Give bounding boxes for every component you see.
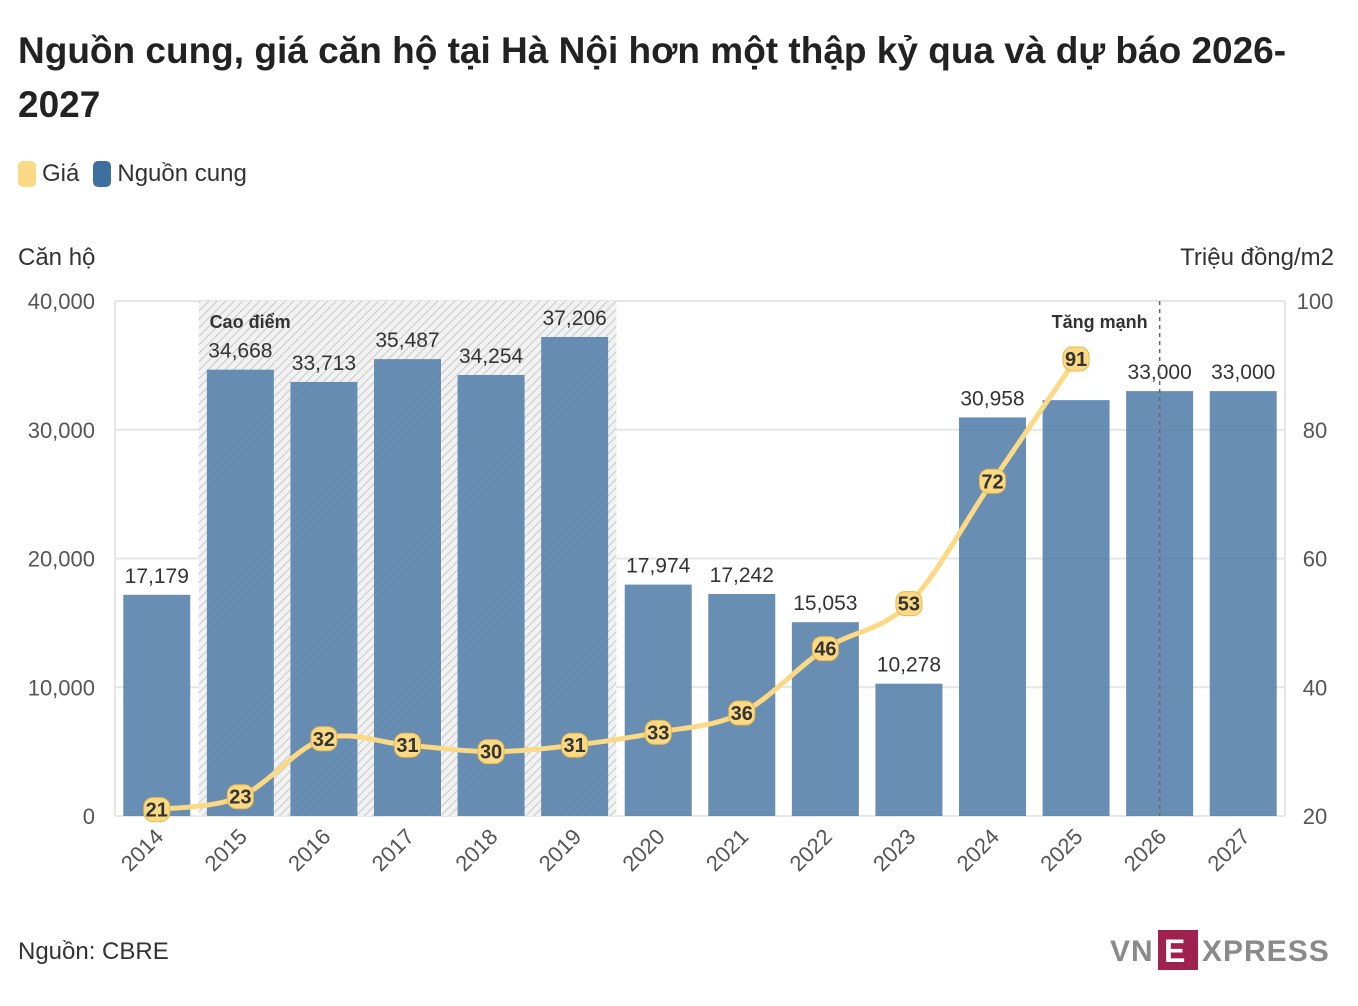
price-point[interactable] <box>979 468 1006 494</box>
x-tick-label: 2021 <box>701 824 753 876</box>
logo-e-box <box>1158 930 1198 970</box>
price-point-label: 53 <box>898 594 920 616</box>
x-tick-label: 2020 <box>617 824 669 876</box>
legend-item-price[interactable]: Giá <box>18 160 79 188</box>
logo-vn: VN <box>1110 935 1154 968</box>
source-note: Nguồn: CBRE <box>18 938 169 965</box>
left-tick-label: 30,000 <box>28 418 95 443</box>
x-tick-label: 2015 <box>200 824 252 876</box>
x-tick-label: 2022 <box>785 824 837 876</box>
price-point[interactable] <box>394 732 421 758</box>
price-point-label: 36 <box>731 703 753 725</box>
price-point[interactable] <box>728 700 756 726</box>
bar-2014[interactable] <box>123 594 191 816</box>
bar-2027[interactable] <box>1209 391 1277 816</box>
bar-2020[interactable] <box>624 584 692 816</box>
peak-band-label: Cao điểm <box>210 312 291 332</box>
price-point[interactable] <box>1062 346 1090 372</box>
x-tick-label: 2025 <box>1035 824 1087 876</box>
left-tick-label: 20,000 <box>28 547 95 572</box>
legend-label-supply: Nguồn cung <box>117 160 247 187</box>
right-tick-label: 40 <box>1303 675 1327 700</box>
price-point[interactable] <box>644 719 672 745</box>
price-point-label: 46 <box>814 639 836 661</box>
x-tick-label: 2023 <box>868 824 920 876</box>
bar-value-label: 33,713 <box>292 352 356 375</box>
price-point[interactable] <box>310 726 338 752</box>
price-point-label: 32 <box>313 729 335 751</box>
bar-2015[interactable] <box>206 369 274 816</box>
bar-value-label: 35,487 <box>375 329 439 352</box>
legend-swatch-price <box>18 161 36 187</box>
price-point-label: 33 <box>647 722 669 744</box>
right-axis-title: Triệu đồng/m2 <box>1180 244 1334 271</box>
right-tick-label: 20 <box>1303 804 1327 829</box>
logo-e: E <box>1164 933 1185 969</box>
bar-value-label: 30,958 <box>960 387 1024 410</box>
price-point-label: 23 <box>229 787 251 809</box>
x-tick-label: 2024 <box>952 824 1004 876</box>
bar-value-label: 33,000 <box>1128 361 1192 384</box>
x-tick-label: 2014 <box>116 824 168 876</box>
x-tick-label: 2019 <box>534 824 586 876</box>
price-point[interactable] <box>895 591 923 617</box>
legend: Giá Nguồn cung <box>18 160 261 188</box>
x-tick-label: 2017 <box>367 824 419 876</box>
bar-value-label: 33,000 <box>1211 361 1275 384</box>
price-point[interactable] <box>811 636 839 662</box>
legend-label-price: Giá <box>42 160 80 187</box>
right-tick-label: 80 <box>1303 418 1327 443</box>
bar-value-label: 37,206 <box>543 307 607 330</box>
x-tick-label: 2016 <box>283 824 335 876</box>
vnexpress-logo: VN E XPRESS <box>1110 930 1330 970</box>
price-point-label: 72 <box>981 471 1003 493</box>
right-tick-label: 60 <box>1303 547 1327 572</box>
bar-value-label: 15,053 <box>793 592 857 615</box>
price-point-label: 21 <box>146 800 168 822</box>
x-tick-label: 2027 <box>1202 824 1254 876</box>
price-point[interactable] <box>226 784 254 810</box>
price-point[interactable] <box>561 732 589 758</box>
bar-value-label: 17,179 <box>125 565 189 588</box>
price-point-label: 91 <box>1065 349 1087 371</box>
price-point-label: 30 <box>480 742 502 764</box>
right-tick-label: 100 <box>1297 289 1334 314</box>
logo-xpress: XPRESS <box>1202 935 1330 968</box>
forecast-label: Tăng mạnh <box>1052 312 1148 332</box>
bar-2023[interactable] <box>875 683 943 816</box>
price-point[interactable] <box>477 739 505 765</box>
bar-value-label: 34,254 <box>459 345 524 368</box>
bar-value-label: 17,242 <box>710 564 774 587</box>
x-tick-label: 2026 <box>1119 824 1171 876</box>
bar-value-label: 10,278 <box>877 654 941 677</box>
price-point-label: 31 <box>564 735 586 757</box>
legend-item-supply[interactable]: Nguồn cung <box>93 160 247 188</box>
left-tick-label: 0 <box>83 804 95 829</box>
price-point[interactable] <box>143 797 171 823</box>
bar-value-label: 17,974 <box>626 555 691 578</box>
x-tick-label: 2018 <box>450 824 502 876</box>
bar-2025[interactable] <box>1042 400 1110 816</box>
left-axis-title: Căn hộ <box>18 244 96 271</box>
left-tick-label: 40,000 <box>28 289 95 314</box>
legend-swatch-supply <box>93 161 112 187</box>
bar-value-label: 34,668 <box>208 340 272 363</box>
chart-title: Nguồn cung, giá căn hộ tại Hà Nội hơn mộ… <box>18 30 1287 125</box>
price-point-label: 31 <box>396 735 418 757</box>
left-tick-label: 10,000 <box>28 675 95 700</box>
